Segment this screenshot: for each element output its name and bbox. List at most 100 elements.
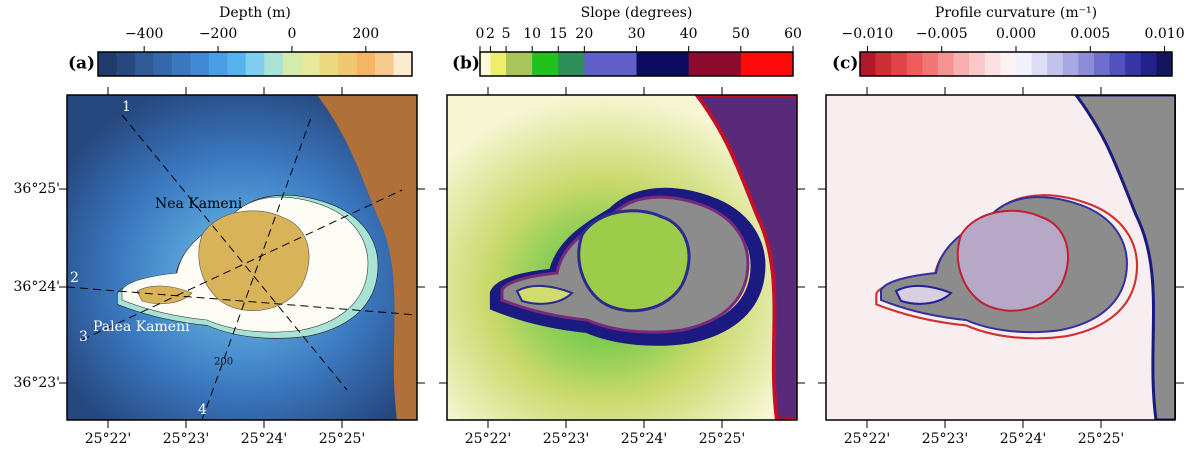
- colorbar-segment: [1156, 52, 1173, 76]
- lat-label: 36°23': [14, 375, 60, 391]
- colorbar-segment: [98, 52, 117, 76]
- colorbar-segment: [1016, 52, 1032, 76]
- colorbar-segment: [116, 52, 136, 76]
- map-frame: [446, 94, 798, 421]
- colorbar-segment: [506, 52, 533, 76]
- colorbar-segment: [375, 52, 394, 76]
- colorbar-segment: [190, 52, 210, 76]
- colorbar-segment: [558, 52, 585, 76]
- colorbar-segment: [969, 52, 986, 76]
- colorbar-tick-label: 2: [486, 26, 495, 42]
- colorbar-frame: [97, 51, 413, 77]
- lon-label: 25°23': [922, 431, 968, 447]
- lat-label: 36°24': [14, 279, 60, 295]
- colorbar-segment: [1078, 52, 1095, 76]
- colorbar-segment: [740, 52, 794, 76]
- colorbar-tick-label: 0.005: [1070, 26, 1110, 42]
- colorbar-segment: [532, 52, 559, 76]
- profile-number: 1: [122, 99, 131, 115]
- colorbar-segment: [1109, 52, 1126, 76]
- colorbar-tick-label: 0: [476, 26, 485, 42]
- lon-label: 25°25': [699, 431, 745, 447]
- profile-number: 2: [70, 270, 79, 286]
- slope-map: [447, 95, 797, 420]
- colorbar-segment: [208, 52, 228, 76]
- lon-label: 25°25': [1078, 431, 1124, 447]
- colorbar-title: Depth (m): [219, 5, 291, 21]
- colorbar-segment: [584, 52, 637, 76]
- contour-label: 200: [214, 357, 233, 368]
- colorbar-segment: [953, 52, 970, 76]
- colorbar-segment: [636, 52, 689, 76]
- colorbar-segment: [1140, 52, 1157, 76]
- colorbar-segment: [134, 52, 154, 76]
- colorbar-segment: [1000, 52, 1017, 76]
- colorbar-tick-label: 0.000: [996, 26, 1036, 42]
- profile-number: 3: [79, 329, 88, 345]
- colorbar-title: Slope (degrees): [581, 5, 693, 21]
- colorbar-tick-label: −400: [125, 26, 163, 42]
- colorbar-segment: [319, 52, 339, 76]
- panel-label: (b): [452, 54, 480, 74]
- colorbar-tick-label: −0.005: [916, 26, 968, 42]
- lon-label: 25°24': [1000, 431, 1046, 447]
- profile-number: 4: [198, 402, 207, 418]
- colorbar-segment: [875, 52, 892, 76]
- colorbar-segment: [356, 52, 376, 76]
- bathymetry-map: [67, 95, 417, 420]
- colorbar-segment: [1125, 52, 1142, 76]
- colorbar-segment: [301, 52, 320, 76]
- colorbar-segment: [171, 52, 191, 76]
- colorbar-segment: [688, 52, 742, 76]
- lon-label: 25°22': [85, 431, 131, 447]
- colorbar-segment: [393, 52, 413, 76]
- map-frame: [825, 94, 1176, 421]
- colorbar-segment: [480, 52, 491, 76]
- panel-label: (a): [68, 54, 95, 74]
- lon-label: 25°24': [241, 431, 287, 447]
- colorbar-tick-label: 50: [732, 26, 750, 42]
- panel-label: (c): [832, 54, 858, 74]
- colorbar-tick-label: −0.010: [842, 26, 894, 42]
- colorbar-tick-label: 40: [680, 26, 698, 42]
- colorbar-segment: [1031, 52, 1048, 76]
- colorbar-segment: [938, 52, 954, 76]
- colorbar-tick-label: 10: [523, 26, 541, 42]
- lon-label: 25°25': [319, 431, 365, 447]
- place-name: Nea Kameni: [155, 196, 243, 212]
- colorbar-tick-label: 15: [549, 26, 567, 42]
- map-frame: [66, 94, 418, 421]
- colorbar-segment: [490, 52, 507, 76]
- colorbar-tick-label: 0: [287, 26, 296, 42]
- colorbar-segment: [227, 52, 247, 76]
- colorbar-segment: [984, 52, 1001, 76]
- colorbar-tick-label: 30: [628, 26, 646, 42]
- colorbar-tick-label: 20: [575, 26, 593, 42]
- colorbar-segment: [906, 52, 923, 76]
- lat-label: 36°25': [14, 181, 60, 197]
- colorbar-tick-label: −200: [199, 26, 237, 42]
- colorbar-tick-label: 60: [784, 26, 802, 42]
- colorbar-segment: [891, 52, 908, 76]
- lon-label: 25°23': [543, 431, 589, 447]
- lon-label: 25°23': [163, 431, 209, 447]
- colorbar-segment: [338, 52, 357, 76]
- colorbar-segment: [245, 52, 265, 76]
- colorbar-tick-label: 0.010: [1145, 26, 1185, 42]
- curvature-map: [826, 95, 1176, 420]
- colorbar-segment: [860, 52, 876, 76]
- lon-label: 25°22': [465, 431, 511, 447]
- colorbar-segment: [1094, 52, 1110, 76]
- colorbar-segment: [153, 52, 173, 76]
- lon-label: 25°22': [844, 431, 890, 447]
- colorbar-tick-label: 200: [352, 26, 379, 42]
- colorbar-segment: [282, 52, 302, 76]
- colorbar-segment: [264, 52, 284, 76]
- place-name: Palea Kameni: [93, 319, 190, 335]
- lon-label: 25°24': [621, 431, 667, 447]
- colorbar-segment: [1062, 52, 1079, 76]
- colorbar-tick-label: 5: [502, 26, 511, 42]
- colorbar-title: Profile curvature (m⁻¹): [935, 5, 1097, 21]
- colorbar-segment: [1047, 52, 1064, 76]
